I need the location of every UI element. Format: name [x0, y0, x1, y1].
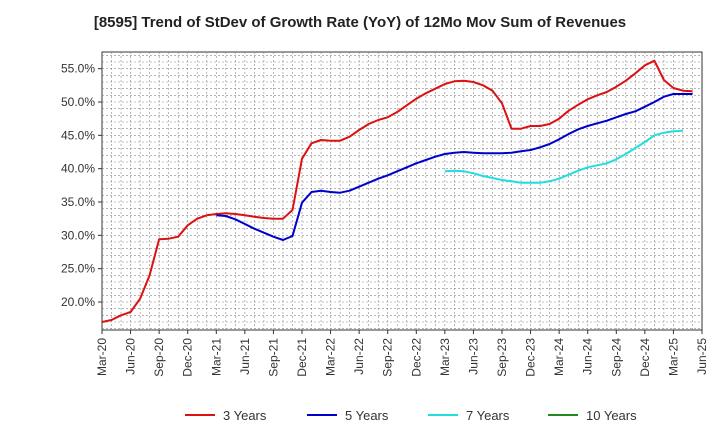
legend-label: 3 Years [223, 408, 267, 423]
y-axis: 20.0% 25.0% 30.0% 35.0% 40.0% 45.0% 50.0% 55.0% [61, 62, 102, 309]
legend: 3 Years 5 Years 7 Years 10 Years [185, 408, 637, 423]
y-tick-label: 50.0% [61, 95, 95, 109]
x-tick-label: Jun-21 [238, 338, 252, 375]
chart-title: [8595] Trend of StDev of Growth Rate (Yo… [93, 14, 627, 31]
y-tick-label: 40.0% [61, 162, 95, 176]
x-tick-label: Jun-25 [695, 338, 709, 375]
x-tick-label: Sep-21 [266, 338, 280, 377]
y-tick-label: 45.0% [61, 128, 95, 142]
x-axis: Mar-20 Jun-20 Sep-20 Dec-20 Mar-21 Jun-21 Sep-… [95, 330, 709, 377]
series-lines [101, 59, 693, 323]
x-tick-label: Dec-24 [638, 338, 652, 377]
series-line-7-years [444, 129, 684, 184]
series-line-3-years [101, 59, 693, 323]
y-tick-label: 55.0% [61, 62, 95, 76]
x-tick-label: Dec-21 [295, 338, 309, 377]
y-tick-label: 35.0% [61, 195, 95, 209]
x-tick-label: Sep-23 [495, 338, 509, 377]
x-tick-label: Sep-24 [609, 338, 623, 377]
y-tick-label: 25.0% [61, 262, 95, 276]
x-tick-label: Jun-22 [352, 338, 366, 375]
legend-label: 7 Years [466, 408, 510, 423]
x-tick-label: Mar-24 [552, 338, 566, 376]
x-tick-label: Jun-20 [124, 338, 138, 375]
x-tick-label: Sep-20 [152, 338, 166, 377]
x-tick-label: Jun-24 [581, 338, 595, 375]
x-tick-label: Dec-22 [409, 338, 423, 377]
legend-label: 10 Years [586, 408, 637, 423]
legend-label: 5 Years [345, 408, 389, 423]
x-tick-label: Mar-25 [666, 338, 680, 376]
x-tick-label: Mar-20 [95, 338, 109, 376]
x-tick-label: Mar-23 [438, 338, 452, 376]
x-tick-label: Dec-23 [524, 338, 538, 377]
x-tick-label: Sep-22 [381, 338, 395, 377]
x-tick-label: Jun-23 [466, 338, 480, 375]
y-tick-label: 20.0% [61, 295, 95, 309]
plot-frame [101, 51, 703, 331]
series-line-5-years [216, 93, 693, 241]
x-tick-label: Mar-22 [324, 338, 338, 376]
x-tick-label: Dec-20 [181, 338, 195, 377]
x-tick-label: Mar-21 [209, 338, 223, 376]
y-tick-label: 30.0% [61, 228, 95, 242]
gridlines [102, 52, 702, 330]
